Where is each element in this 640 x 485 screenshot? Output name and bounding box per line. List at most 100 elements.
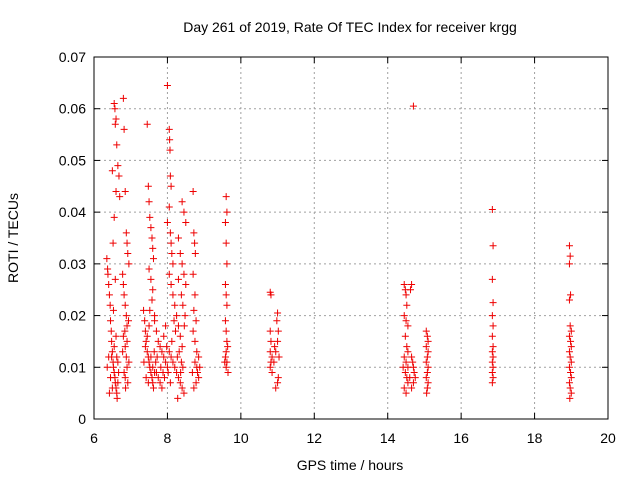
data-point xyxy=(222,239,230,247)
x-tick-label: 20 xyxy=(600,430,616,446)
data-point xyxy=(423,389,431,397)
data-point xyxy=(400,384,408,392)
data-point xyxy=(488,275,496,283)
data-point xyxy=(565,242,573,250)
data-point xyxy=(267,337,275,345)
data-point xyxy=(409,102,417,110)
data-point xyxy=(424,363,432,371)
data-point xyxy=(567,368,575,376)
data-point xyxy=(124,379,132,387)
data-point xyxy=(149,244,157,252)
data-point xyxy=(163,363,171,371)
data-point xyxy=(409,363,417,371)
data-point xyxy=(189,327,197,335)
data-point xyxy=(410,368,418,376)
data-point xyxy=(422,343,430,351)
data-point xyxy=(190,229,198,237)
data-point xyxy=(182,218,190,226)
data-point xyxy=(488,206,496,214)
data-point xyxy=(106,301,114,309)
data-point xyxy=(177,291,185,299)
data-point xyxy=(163,218,171,226)
data-point xyxy=(177,368,185,376)
data-point xyxy=(114,358,122,366)
data-point xyxy=(411,374,419,382)
data-point xyxy=(191,358,199,366)
data-point xyxy=(274,337,282,345)
data-point xyxy=(160,353,168,361)
data-point xyxy=(423,384,431,392)
data-point xyxy=(169,291,177,299)
data-point xyxy=(103,255,111,263)
data-point xyxy=(149,363,157,371)
data-point xyxy=(566,322,574,330)
data-point xyxy=(119,332,127,340)
data-point xyxy=(221,218,229,226)
data-point xyxy=(178,343,186,351)
data-point xyxy=(488,332,496,340)
data-point xyxy=(123,363,131,371)
data-point xyxy=(401,332,409,340)
data-point xyxy=(195,374,203,382)
data-point xyxy=(168,337,176,345)
data-point xyxy=(567,358,575,366)
data-point xyxy=(489,322,497,330)
data-point xyxy=(191,291,199,299)
data-point xyxy=(145,322,153,330)
x-tick-label: 18 xyxy=(527,430,543,446)
chart-title: Day 261 of 2019, Rate Of TEC Index for r… xyxy=(183,19,517,35)
data-point xyxy=(167,281,175,289)
data-point xyxy=(175,348,183,356)
ticks-layer: 6 8 10 12 14 16 18 20 0 0.01 0.02 0.03 0.04 0.05 0.06 0… xyxy=(59,49,616,446)
data-point xyxy=(113,394,121,402)
data-point xyxy=(143,120,151,128)
data-point xyxy=(174,394,182,402)
data-point xyxy=(190,306,198,314)
y-tick-label: 0.06 xyxy=(59,101,86,117)
data-point xyxy=(403,301,411,309)
data-point xyxy=(191,250,199,258)
grid-layer xyxy=(94,57,608,419)
data-point xyxy=(110,343,118,351)
data-point xyxy=(169,260,177,268)
data-point xyxy=(223,301,231,309)
data-point xyxy=(402,291,410,299)
data-point xyxy=(120,125,128,133)
data-point xyxy=(166,146,174,154)
data-point xyxy=(488,312,496,320)
data-point xyxy=(488,368,496,376)
data-point xyxy=(180,322,188,330)
data-point xyxy=(113,353,121,361)
data-point xyxy=(489,299,497,307)
data-point xyxy=(143,332,151,340)
data-point xyxy=(165,125,173,133)
data-point xyxy=(180,208,188,216)
data-point xyxy=(105,389,113,397)
data-point xyxy=(193,348,201,356)
data-point xyxy=(566,384,574,392)
data-point xyxy=(272,348,280,356)
data-point xyxy=(105,291,113,299)
data-point xyxy=(152,358,160,366)
data-point xyxy=(125,260,133,268)
data-point xyxy=(423,332,431,340)
data-point xyxy=(123,337,131,345)
data-point xyxy=(422,374,430,382)
data-point xyxy=(167,239,175,247)
y-tick-label: 0.03 xyxy=(59,256,86,272)
data-point xyxy=(145,198,153,206)
data-point xyxy=(116,193,124,201)
data-point xyxy=(140,358,148,366)
y-axis-label: ROTI / TECUs xyxy=(5,193,21,283)
data-point xyxy=(275,353,283,361)
data-point xyxy=(147,275,155,283)
data-point xyxy=(489,374,497,382)
data-point xyxy=(108,384,116,392)
data-point xyxy=(141,317,149,325)
data-point xyxy=(565,296,573,304)
data-point xyxy=(149,255,157,263)
data-point xyxy=(103,363,111,371)
data-point xyxy=(160,332,168,340)
data-point xyxy=(149,384,157,392)
